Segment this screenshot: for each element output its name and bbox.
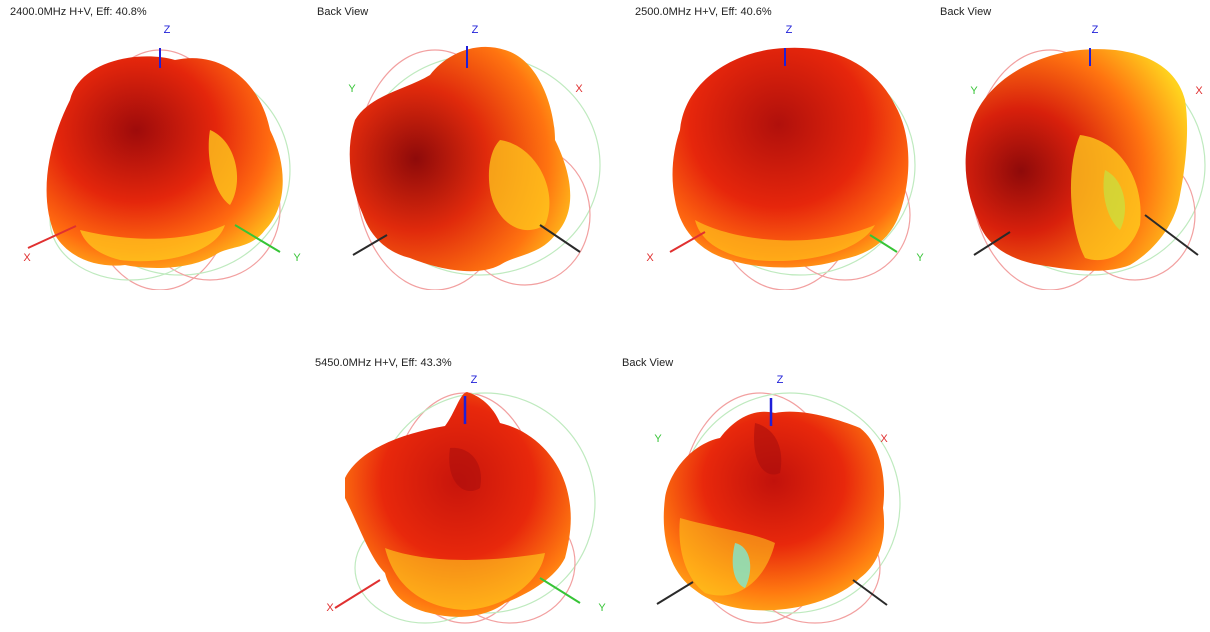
z-axis-label: Z (164, 24, 171, 36)
pattern-caption-2500-back: Back View (940, 6, 992, 18)
z-axis-label: Z (472, 24, 479, 36)
z-axis-label: Z (1092, 24, 1099, 36)
y-axis-label: Y (970, 85, 978, 97)
radiation-pattern-5450-back: Z Y X (625, 368, 925, 630)
radiation-surface (672, 47, 909, 268)
radiation-pattern-2500-back: Z Y X (940, 20, 1210, 290)
x-axis-label: X (23, 252, 31, 264)
z-axis-label: Z (777, 374, 784, 386)
y-axis-label: Y (916, 252, 924, 264)
pattern-caption-5450-back: Back View (622, 357, 674, 369)
axes (27, 48, 281, 253)
x-axis-label: X (575, 83, 583, 95)
y-axis-label: Y (598, 602, 606, 614)
x-axis-label: X (880, 433, 888, 445)
radiation-pattern-5450-front: Z X Y (315, 368, 615, 630)
pattern-caption-5450-front: 5450.0MHz H+V, Eff: 43.3% (315, 357, 452, 369)
radiation-pattern-2400-back: Z Y X (315, 20, 615, 290)
pattern-caption-2400-back: Back View (317, 6, 369, 18)
z-axis-label: Z (471, 374, 478, 386)
y-axis-label: Y (293, 252, 301, 264)
radiation-pattern-2400-front: Z X Y (10, 20, 310, 290)
y-axis-label: Y (654, 433, 662, 445)
y-axis-label: Y (348, 83, 356, 95)
z-axis-label: Z (786, 24, 793, 36)
x-axis-label: X (1195, 85, 1203, 97)
pattern-caption-2400-front: 2400.0MHz H+V, Eff: 40.8% (10, 6, 147, 18)
x-axis-label: X (326, 602, 334, 614)
x-axis-label: X (646, 252, 654, 264)
radiation-pattern-2500-front: Z X Y (635, 20, 935, 290)
radiation-surface (46, 56, 283, 268)
pattern-caption-2500-front: 2500.0MHz H+V, Eff: 40.6% (635, 6, 772, 18)
